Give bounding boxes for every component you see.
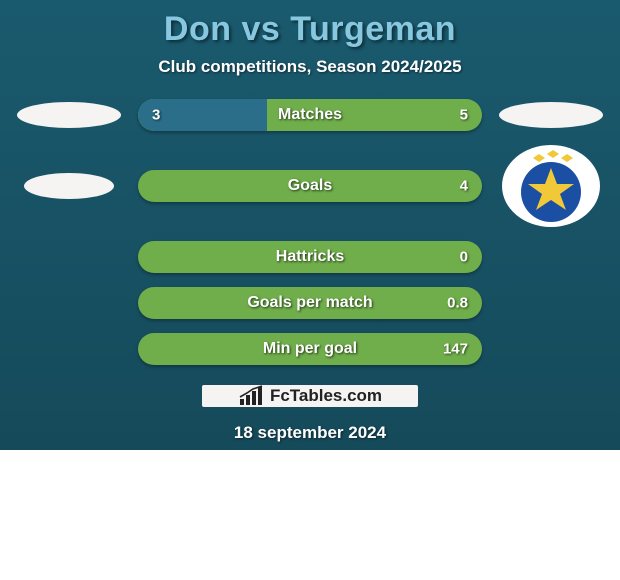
stat-bar: Matches 3 5 [138, 99, 482, 131]
club-slot-right [496, 145, 606, 227]
club-slot-right [496, 102, 606, 128]
stat-bar: Min per goal 147 [138, 333, 482, 365]
club-slot-left [14, 102, 124, 128]
stat-bar: Hattricks 0 [138, 241, 482, 273]
stat-row: Goals 4 [0, 145, 620, 227]
stats-container: Matches 3 5 Goals 4 Hattricks 0 Goals per match… [0, 99, 620, 379]
stat-label: Hattricks [276, 248, 344, 266]
chart-icon [238, 385, 266, 407]
stat-value-right: 147 [443, 341, 468, 358]
stat-value-left: 3 [152, 107, 160, 124]
stat-value-right: 0.8 [447, 295, 468, 312]
brand-text: FcTables.com [270, 386, 382, 406]
stat-bar: Goals 4 [138, 170, 482, 202]
stat-row: Goals per match 0.8 [0, 287, 620, 319]
club-placeholder-icon [24, 173, 114, 199]
date-label: 18 september 2024 [234, 423, 386, 443]
brand-badge[interactable]: FcTables.com [202, 385, 418, 407]
stat-row: Matches 3 5 [0, 99, 620, 131]
club-crest-icon [502, 145, 600, 227]
club-placeholder-icon [17, 102, 121, 128]
stat-label: Min per goal [263, 340, 357, 358]
stat-label: Goals per match [247, 294, 372, 312]
comparison-card: Don vs Turgeman Club competitions, Seaso… [0, 0, 620, 450]
subtitle: Club competitions, Season 2024/2025 [158, 57, 461, 77]
page-title: Don vs Turgeman [164, 10, 456, 49]
stat-value-right: 0 [460, 249, 468, 266]
stat-label: Matches [278, 106, 342, 124]
stat-value-right: 4 [460, 178, 468, 195]
club-placeholder-icon [499, 102, 603, 128]
stat-value-right: 5 [460, 107, 468, 124]
stat-bar: Goals per match 0.8 [138, 287, 482, 319]
club-slot-left [14, 173, 124, 199]
stat-row: Min per goal 147 [0, 333, 620, 365]
stat-label: Goals [288, 177, 332, 195]
stat-row: Hattricks 0 [0, 241, 620, 273]
